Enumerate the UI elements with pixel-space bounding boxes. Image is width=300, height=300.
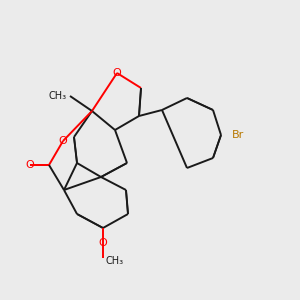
Text: O: O [58, 136, 68, 146]
Text: O: O [26, 160, 34, 170]
Text: O: O [112, 68, 122, 78]
Text: CH₃: CH₃ [106, 256, 124, 266]
Text: CH₃: CH₃ [49, 91, 67, 101]
Text: O: O [99, 238, 107, 248]
Text: Br: Br [232, 130, 244, 140]
